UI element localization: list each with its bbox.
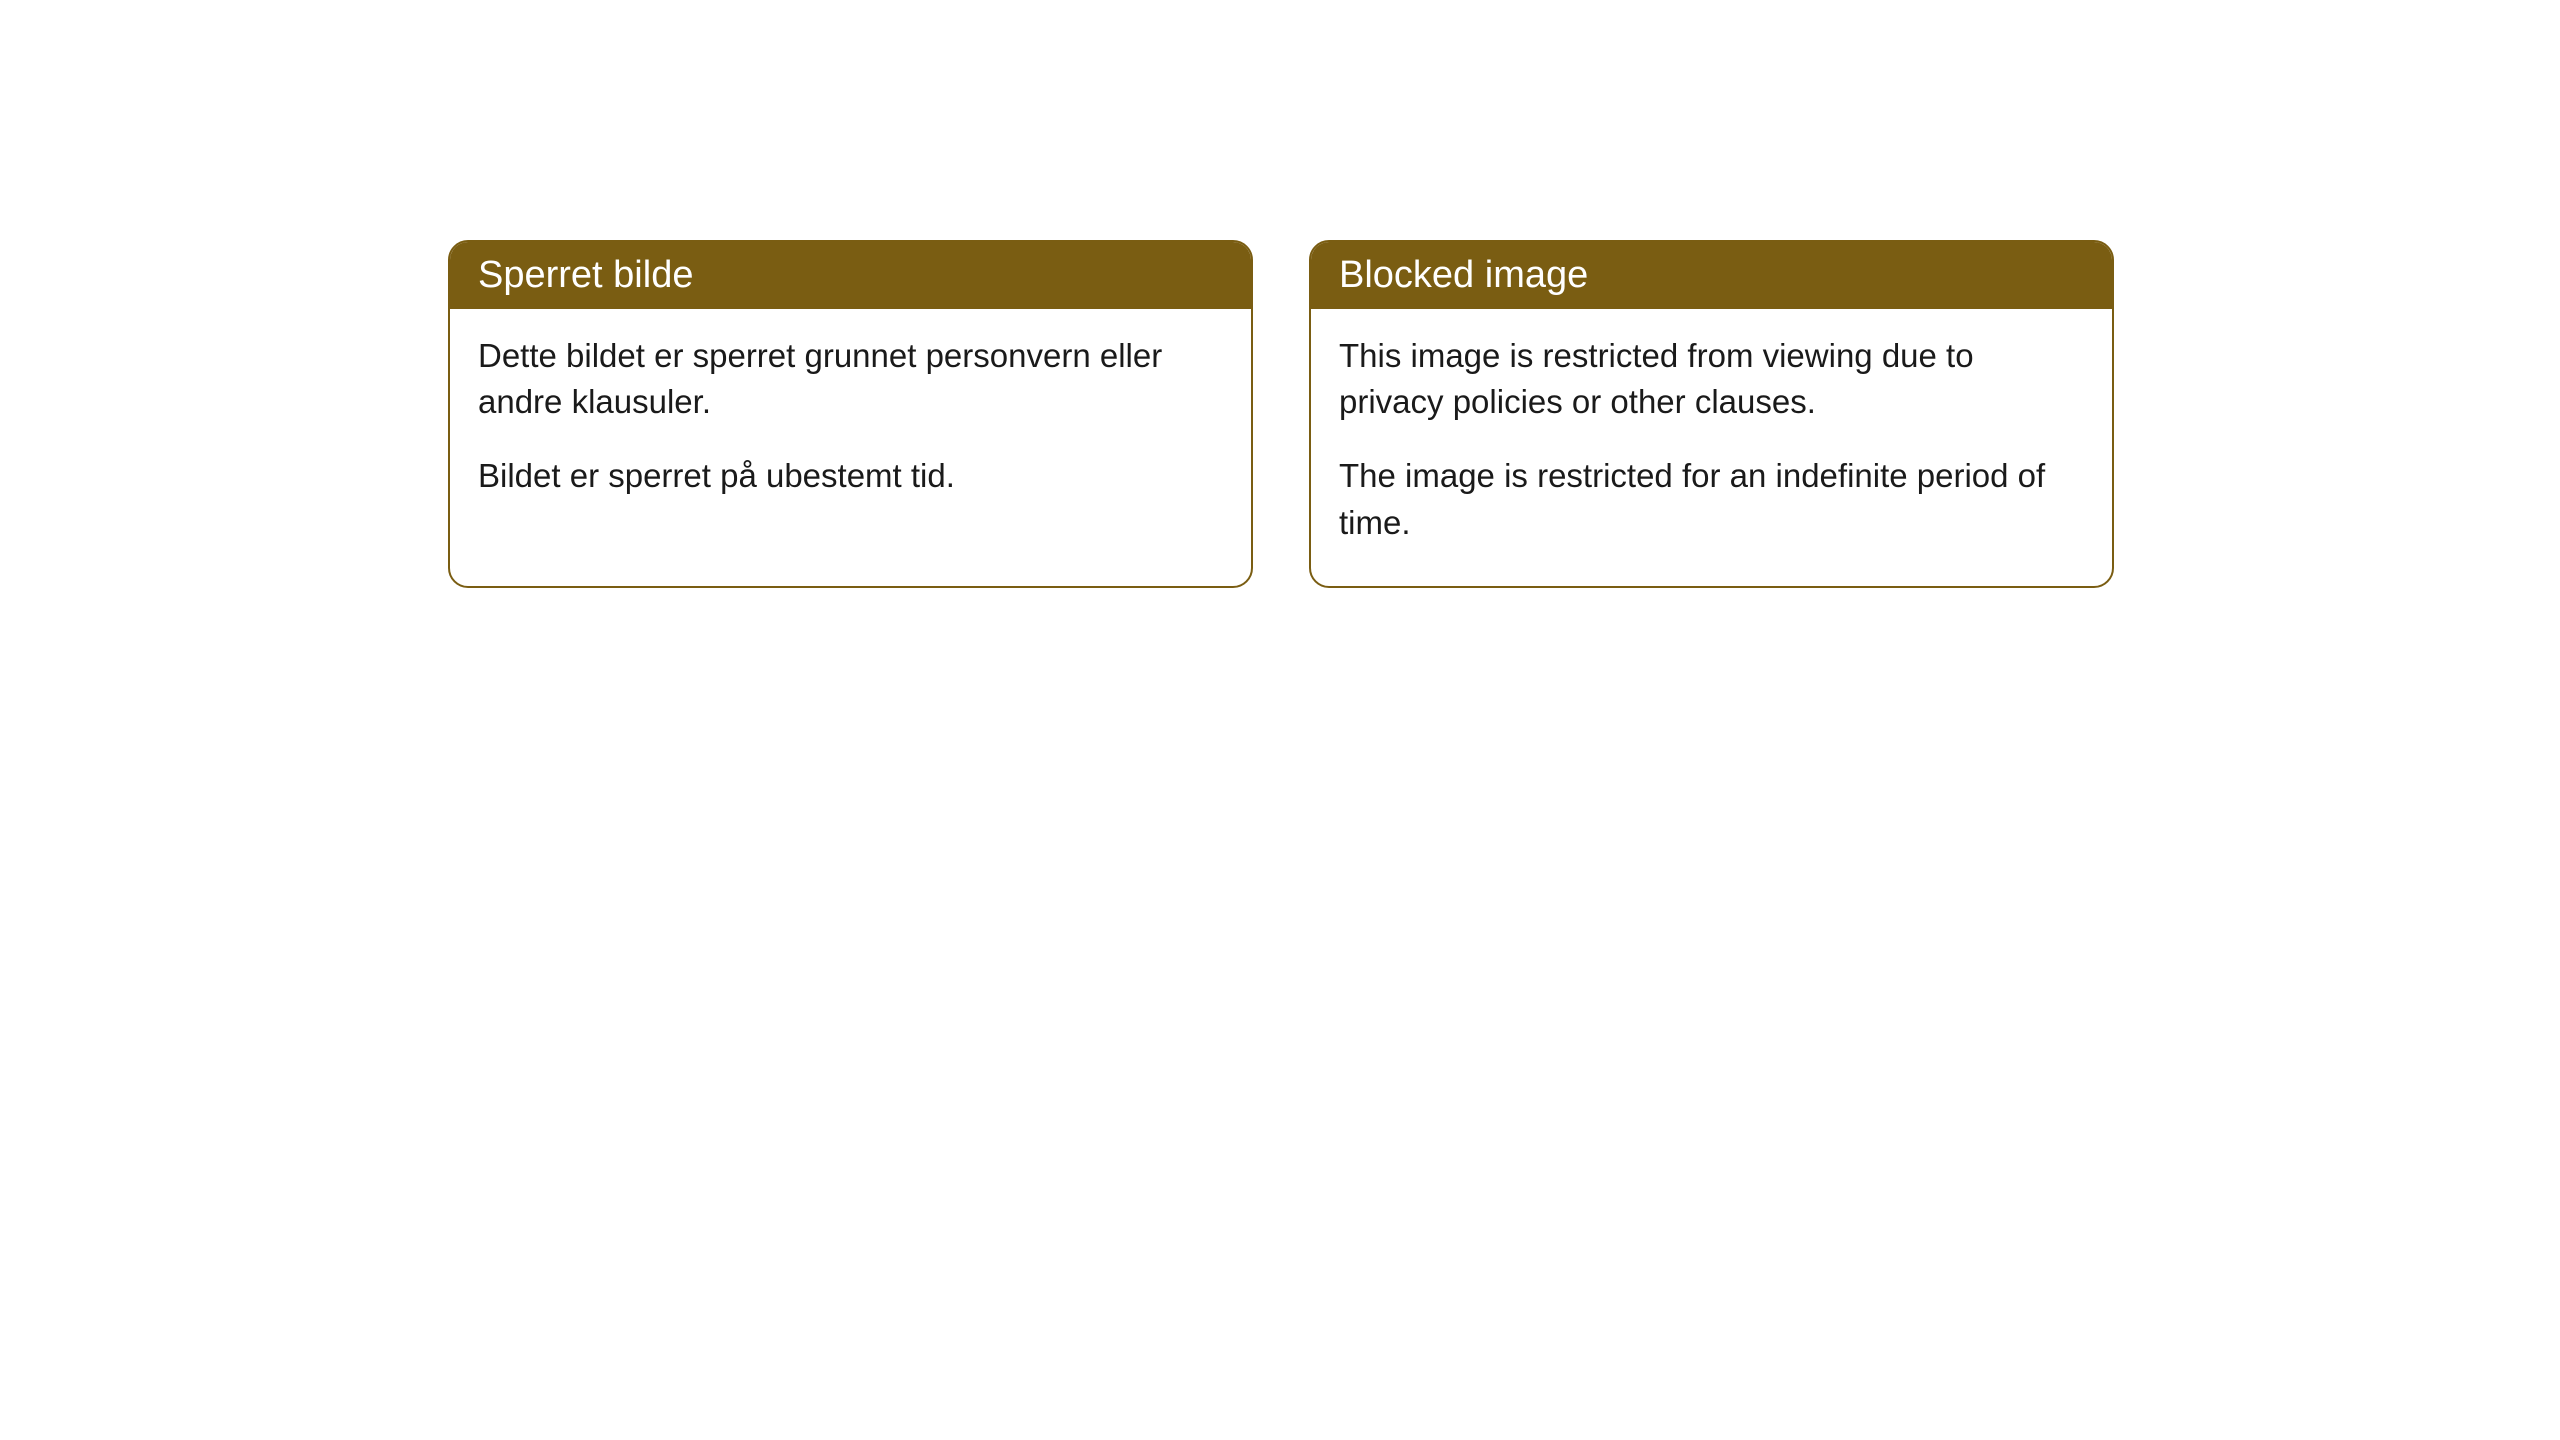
- notice-cards-container: Sperret bilde Dette bildet er sperret gr…: [448, 240, 2114, 588]
- card-header-no: Sperret bilde: [450, 242, 1251, 309]
- card-paragraph-2-en: The image is restricted for an indefinit…: [1339, 453, 2084, 545]
- card-title-no: Sperret bilde: [478, 254, 693, 296]
- card-header-en: Blocked image: [1311, 242, 2112, 309]
- card-body-en: This image is restricted from viewing du…: [1311, 309, 2112, 586]
- blocked-image-card-no: Sperret bilde Dette bildet er sperret gr…: [448, 240, 1253, 588]
- card-paragraph-2-no: Bildet er sperret på ubestemt tid.: [478, 453, 1223, 499]
- blocked-image-card-en: Blocked image This image is restricted f…: [1309, 240, 2114, 588]
- card-paragraph-1-no: Dette bildet er sperret grunnet personve…: [478, 333, 1223, 425]
- card-paragraph-1-en: This image is restricted from viewing du…: [1339, 333, 2084, 425]
- card-body-no: Dette bildet er sperret grunnet personve…: [450, 309, 1251, 540]
- card-title-en: Blocked image: [1339, 254, 1588, 296]
